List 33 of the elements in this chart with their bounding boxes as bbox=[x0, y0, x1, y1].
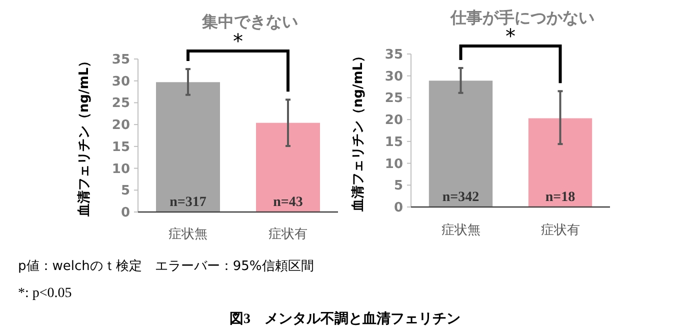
annotation: n=342 bbox=[442, 190, 480, 205]
annotation: n=18 bbox=[545, 190, 576, 205]
y-tick-label: 20 bbox=[384, 113, 403, 128]
y-tick-label: 30 bbox=[384, 69, 403, 84]
y-tick-label: 5 bbox=[120, 184, 130, 199]
y-tick-label: 0 bbox=[394, 200, 403, 216]
y-axis-title: 血清フェリチン（ng/mL） bbox=[77, 54, 92, 218]
annotation: n=43 bbox=[273, 195, 303, 210]
y-tick-label: 5 bbox=[394, 178, 403, 194]
chart-title: 仕事が手につかない bbox=[450, 8, 594, 27]
x-tick-label: 症状無 bbox=[441, 223, 480, 238]
text: p値：welchのｔ検定 エラーバー：95%信頼区間 bbox=[18, 259, 314, 274]
y-axis-title: 血清フェリチン（ng/mL） bbox=[351, 49, 366, 213]
y-tick-label: 0 bbox=[120, 206, 130, 220]
y-tick-label: 25 bbox=[112, 96, 130, 112]
text: *: p<0.05 bbox=[18, 286, 72, 301]
text: * bbox=[506, 24, 516, 48]
y-tick-label: 15 bbox=[384, 134, 403, 150]
x-tick-label: 症状無 bbox=[168, 227, 208, 242]
y-tick-label: 10 bbox=[112, 162, 130, 177]
y-tick-label: 35 bbox=[384, 48, 403, 62]
y-tick-label: 20 bbox=[112, 118, 130, 134]
x-tick-label: 症状有 bbox=[268, 227, 308, 242]
annotation: n=317 bbox=[170, 195, 206, 210]
chart-title: 集中できない bbox=[201, 12, 298, 31]
x-tick-label: 症状有 bbox=[540, 223, 580, 238]
y-tick-label: 30 bbox=[112, 74, 130, 90]
caption: 図3 メンタル不調と血清フェリチン bbox=[230, 310, 460, 327]
text: * bbox=[233, 29, 243, 53]
y-tick-label: 25 bbox=[384, 91, 403, 106]
y-tick-label: 10 bbox=[384, 156, 403, 172]
y-tick-label: 35 bbox=[112, 52, 130, 68]
y-tick-label: 15 bbox=[112, 140, 130, 155]
